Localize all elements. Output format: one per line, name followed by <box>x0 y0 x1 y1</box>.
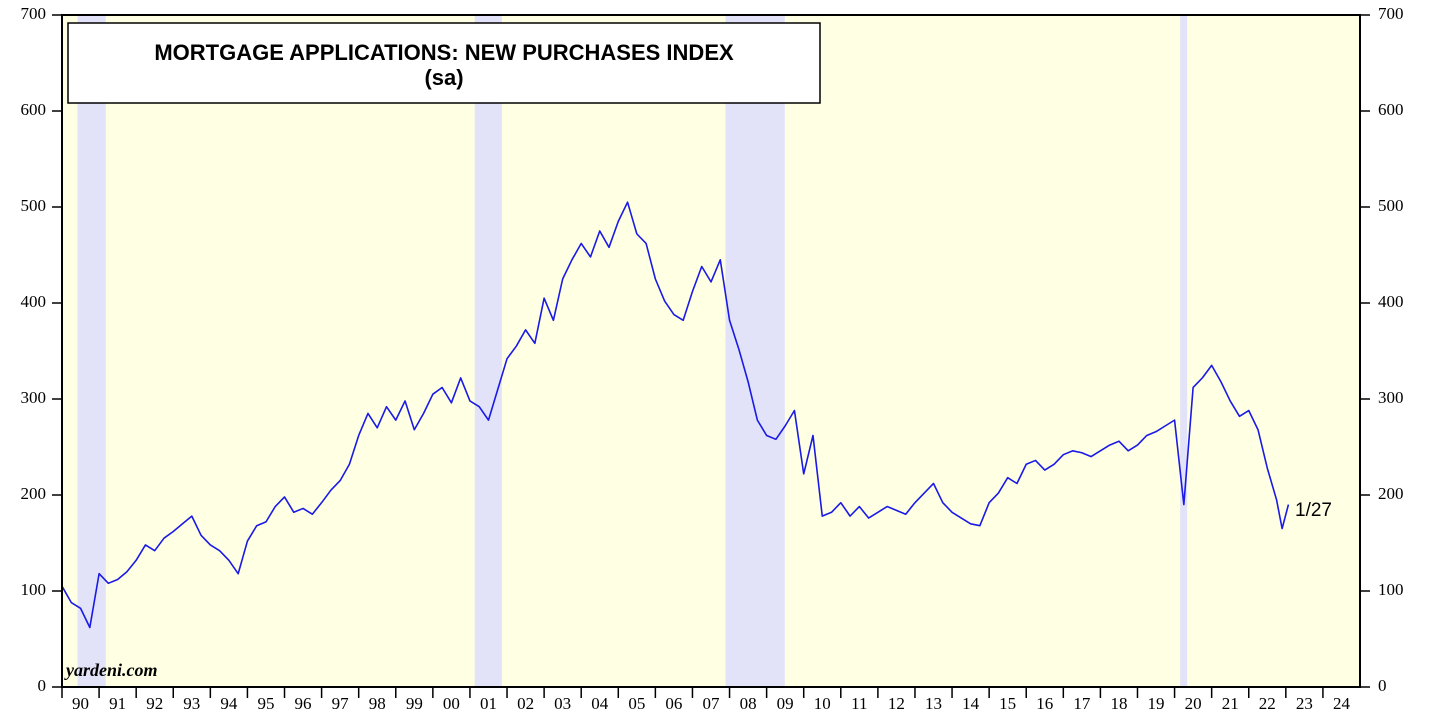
chart-subtitle: (sa) <box>424 65 463 90</box>
x-tick-label: 98 <box>369 694 386 713</box>
x-tick-label: 09 <box>777 694 794 713</box>
y-tick-label: 400 <box>21 292 47 311</box>
x-tick-label: 00 <box>443 694 460 713</box>
x-tick-label: 21 <box>1222 694 1239 713</box>
recession-band <box>1180 15 1188 687</box>
data-line <box>61 201 1290 629</box>
x-tick-label: 99 <box>406 694 423 713</box>
x-tick-label: 13 <box>925 694 942 713</box>
x-tick-label: 97 <box>332 694 350 713</box>
y2-tick-label: 600 <box>1378 100 1404 119</box>
x-tick-label: 94 <box>220 694 238 713</box>
plot-frame <box>61 14 1361 688</box>
x-tick-label: 14 <box>962 694 980 713</box>
x-tick-label: 96 <box>295 694 312 713</box>
x-tick-label: 07 <box>703 694 721 713</box>
x-tick-label: 15 <box>999 694 1016 713</box>
y-tick-label: 0 <box>38 676 47 695</box>
x-tick-label: 02 <box>517 694 534 713</box>
x-tick-label: 06 <box>665 694 682 713</box>
y2-tick-label: 400 <box>1378 292 1404 311</box>
plot-area <box>61 14 1361 688</box>
x-tick-label: 04 <box>591 694 609 713</box>
x-tick-label: 01 <box>480 694 497 713</box>
x-tick-label: 17 <box>1073 694 1091 713</box>
x-tick-label: 95 <box>257 694 274 713</box>
y2-tick-label: 0 <box>1378 676 1387 695</box>
x-tick-label: 08 <box>740 694 757 713</box>
recession-band <box>474 15 502 687</box>
y-tick-label: 200 <box>21 484 47 503</box>
x-tick-label: 20 <box>1185 694 1202 713</box>
x-tick-label: 93 <box>183 694 200 713</box>
y-tick-label: 300 <box>21 388 47 407</box>
y-tick-label: 600 <box>21 100 47 119</box>
title-box <box>67 22 821 104</box>
y2-tick-label: 700 <box>1378 4 1404 23</box>
y2-tick-label: 500 <box>1378 196 1404 215</box>
x-tick-label: 11 <box>851 694 867 713</box>
y2-tick-label: 100 <box>1378 580 1404 599</box>
plot-background <box>62 15 1360 687</box>
source-note: yardeni.com <box>64 660 158 680</box>
x-tick-label: 10 <box>814 694 831 713</box>
x-tick-label: 12 <box>888 694 905 713</box>
y-tick-label: 700 <box>21 4 47 23</box>
x-tick-label: 23 <box>1296 694 1313 713</box>
y2-tick-label: 200 <box>1378 484 1404 503</box>
x-tick-label: 90 <box>72 694 89 713</box>
y-tick-label: 100 <box>21 580 47 599</box>
x-tick-label: 03 <box>554 694 571 713</box>
x-tick-label: 22 <box>1259 694 1276 713</box>
y2-tick-label: 300 <box>1378 388 1404 407</box>
last-date-label: 1/27 <box>1295 500 1332 521</box>
x-tick-label: 92 <box>146 694 163 713</box>
x-tick-label: 18 <box>1110 694 1127 713</box>
x-tick-label: 91 <box>109 694 126 713</box>
recession-band <box>77 15 106 687</box>
y-tick-label: 500 <box>21 196 47 215</box>
x-tick-label: 19 <box>1148 694 1165 713</box>
x-tick-label: 24 <box>1333 694 1351 713</box>
recession-band <box>725 15 785 687</box>
x-tick-label: 16 <box>1036 694 1053 713</box>
x-tick-label: 05 <box>628 694 645 713</box>
chart-title: MORTGAGE APPLICATIONS: NEW PURCHASES IND… <box>154 40 734 65</box>
